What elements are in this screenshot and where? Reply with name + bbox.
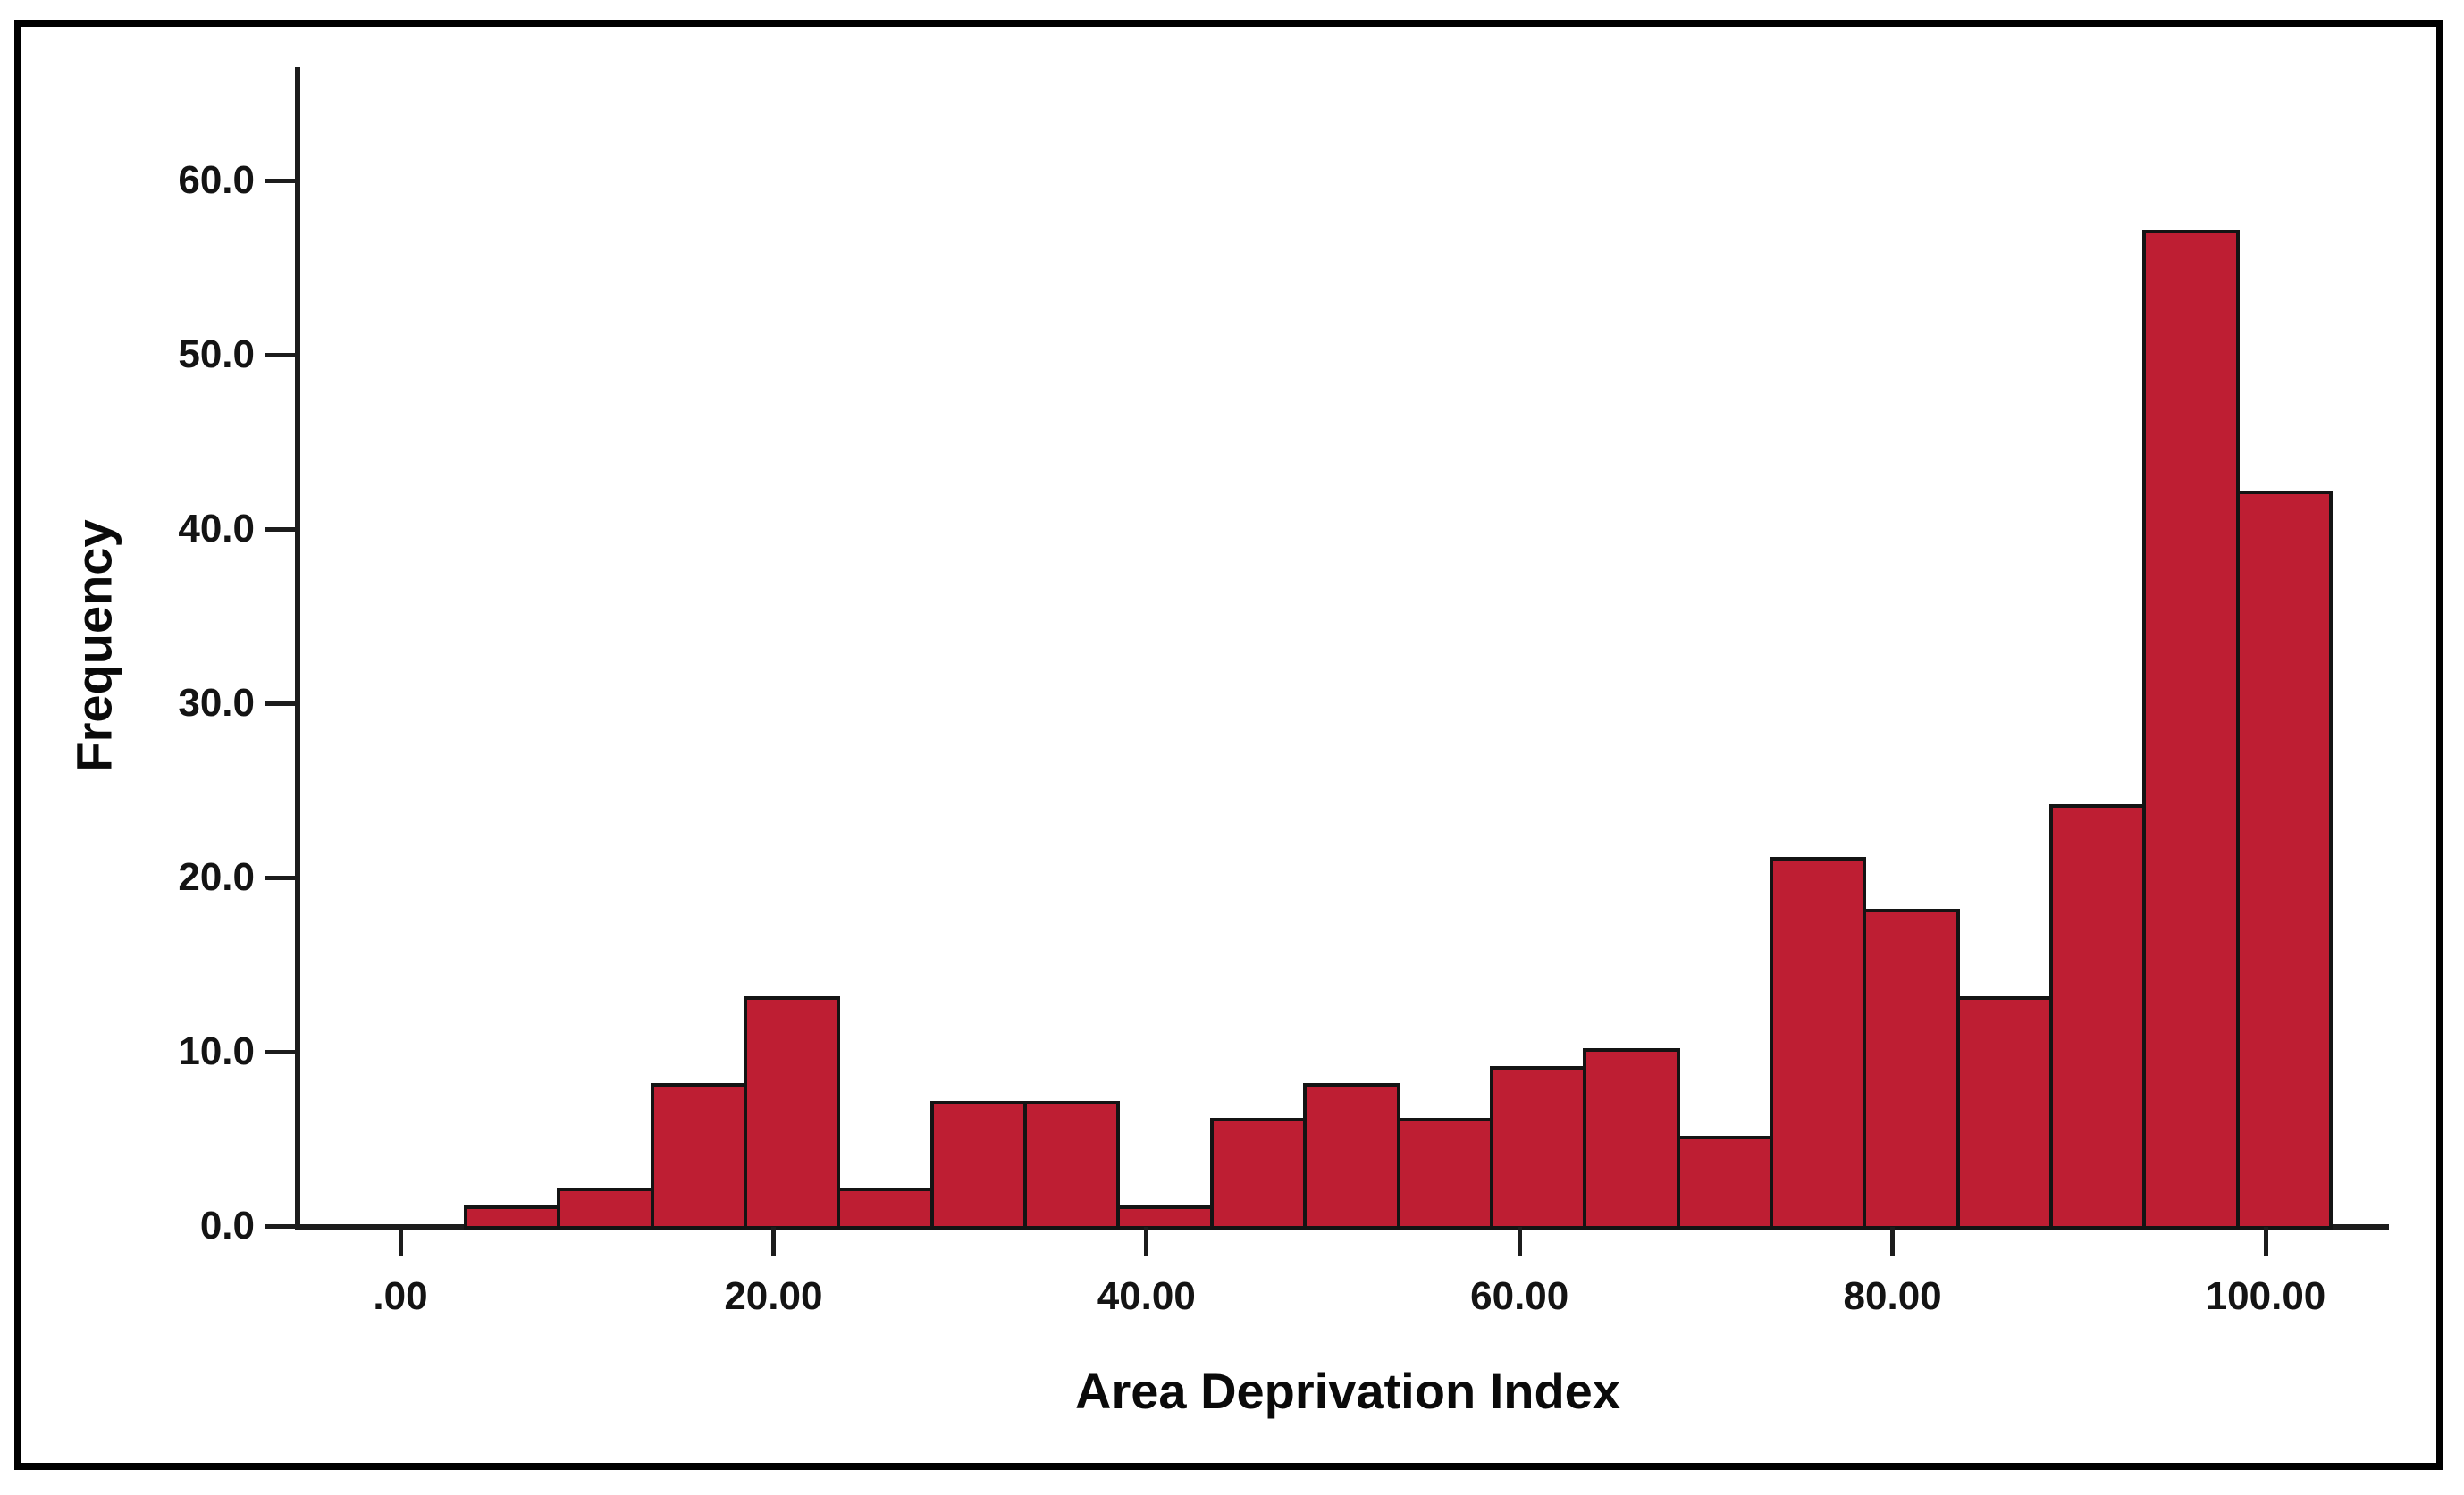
histogram-bar <box>1489 1065 1587 1230</box>
y-tick-label: 20.0 <box>178 855 255 899</box>
y-tick-label: 0.0 <box>199 1204 255 1247</box>
x-tick-label: 60.00 <box>1470 1274 1569 1318</box>
histogram-bar <box>1863 909 1960 1230</box>
histogram-bar <box>2142 229 2240 1230</box>
y-tick <box>265 352 298 357</box>
histogram-bar <box>1955 995 2053 1230</box>
x-tick-label: 100.00 <box>2205 1274 2326 1318</box>
x-tick-label: .00 <box>373 1274 428 1318</box>
y-tick-label: 30.0 <box>178 681 255 725</box>
y-tick-label: 40.0 <box>178 507 255 550</box>
y-axis-line <box>295 67 300 1230</box>
y-tick <box>265 526 298 532</box>
y-tick-label: 60.0 <box>178 158 255 202</box>
histogram-bar <box>2235 491 2334 1230</box>
x-tick <box>1144 1227 1149 1256</box>
x-axis-title: Area Deprivation Index <box>1075 1363 1620 1419</box>
x-tick-label: 20.00 <box>724 1274 823 1318</box>
x-tick <box>398 1227 403 1256</box>
y-tick <box>265 875 298 880</box>
x-tick <box>770 1227 776 1256</box>
histogram-bar <box>929 1100 1028 1230</box>
y-tick <box>265 1223 298 1229</box>
histogram-bar <box>744 995 841 1230</box>
x-tick-label: 40.00 <box>1097 1274 1196 1318</box>
histogram-bar <box>1769 856 1867 1230</box>
histogram-bar <box>1209 1118 1308 1230</box>
y-tick <box>265 178 298 183</box>
y-tick-label: 10.0 <box>178 1029 255 1073</box>
histogram-bar <box>2048 804 2147 1230</box>
y-tick-label: 50.0 <box>178 332 255 376</box>
histogram-bar <box>464 1205 561 1230</box>
y-tick <box>265 1049 298 1054</box>
histogram-bar <box>1583 1048 1680 1230</box>
histogram-bar <box>650 1083 748 1230</box>
x-tick <box>2263 1227 2268 1256</box>
histogram-bar <box>1023 1100 1121 1230</box>
histogram-bar <box>557 1188 654 1230</box>
histogram-bar <box>1396 1118 1493 1230</box>
y-tick <box>265 701 298 706</box>
x-tick <box>1890 1227 1896 1256</box>
x-tick <box>1517 1227 1522 1256</box>
histogram-bar <box>1116 1205 1214 1230</box>
x-tick-label: 80.00 <box>1843 1274 1942 1318</box>
figure-border <box>14 20 2443 1470</box>
y-axis-title: Frequency <box>65 519 122 773</box>
histogram-bar <box>1303 1083 1400 1230</box>
histogram-bar <box>837 1188 934 1230</box>
histogram-bar <box>1676 1135 1773 1230</box>
